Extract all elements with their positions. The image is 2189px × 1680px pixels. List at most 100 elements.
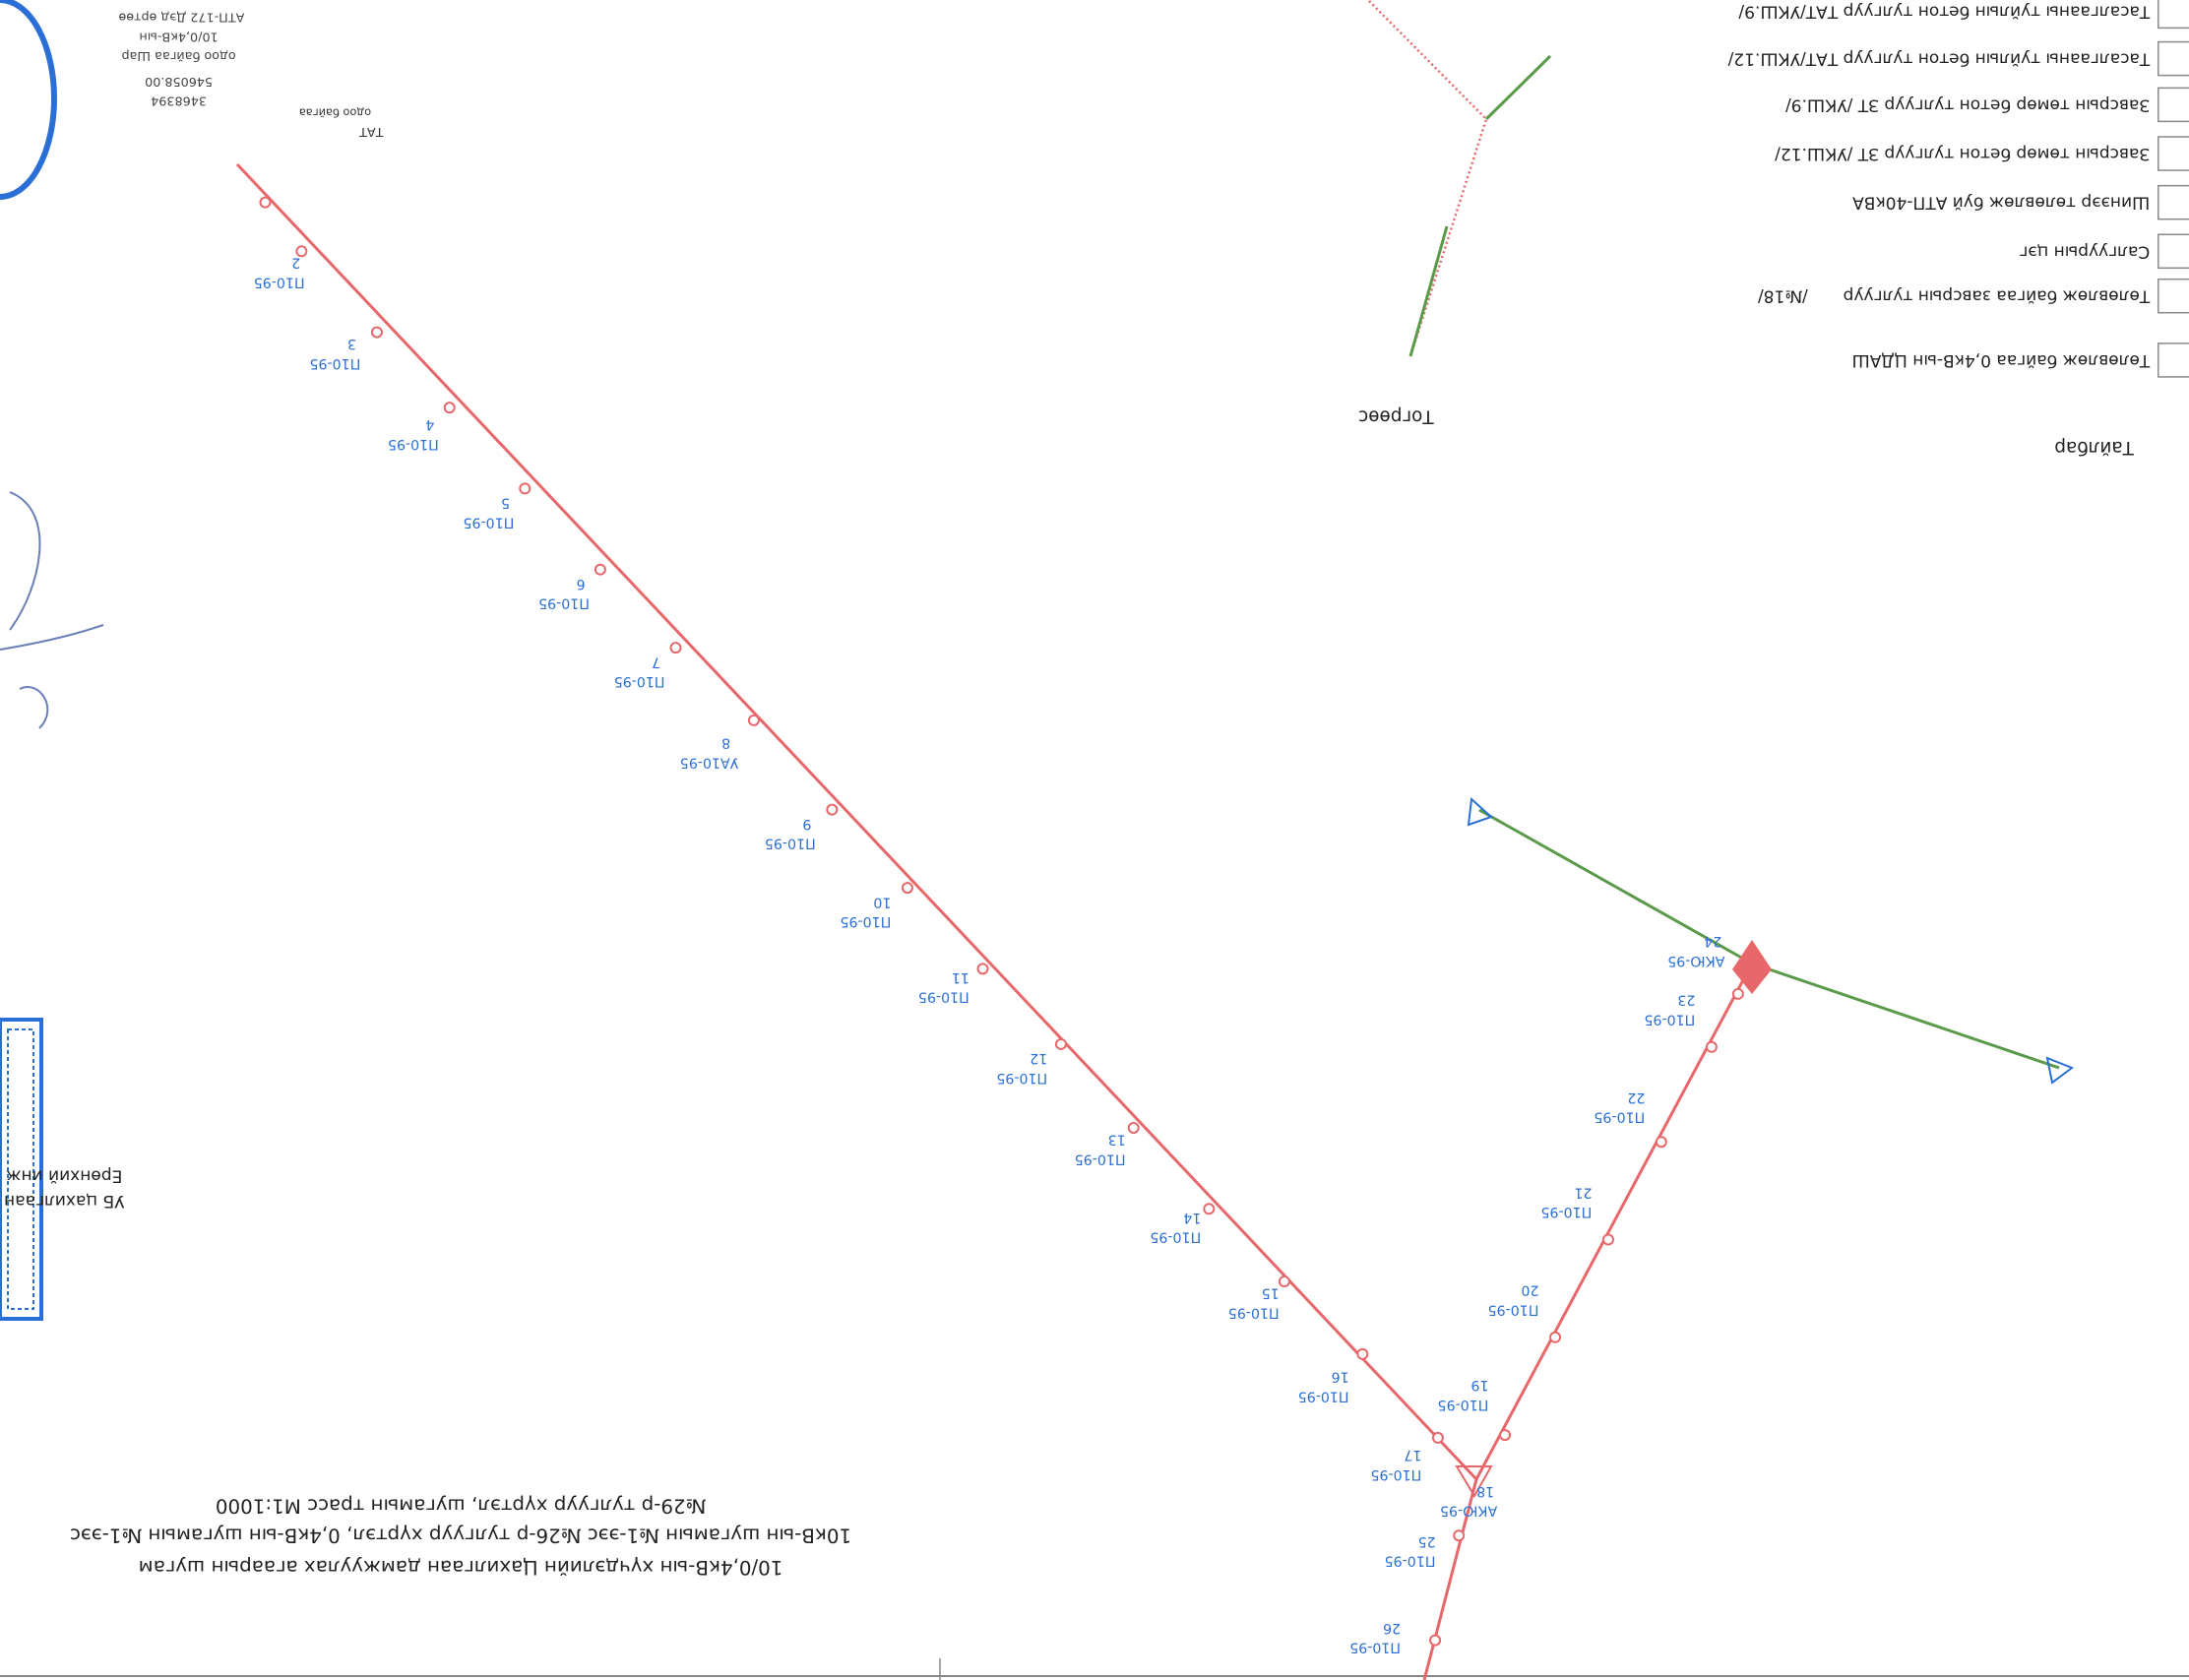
pole-number: 2 [291, 255, 300, 271]
pole [1453, 1529, 1466, 1542]
substation-label: ТАТ [359, 124, 385, 139]
pole-type: П10-95 [1075, 1151, 1126, 1166]
stamp-frame [0, 1018, 43, 1321]
pole [1499, 1429, 1511, 1442]
pole [443, 402, 456, 414]
pole-type: П10-95 [464, 514, 515, 529]
substation-label: одоо байгаа [299, 105, 371, 119]
legend-icon [2158, 0, 2189, 30]
legend-icon [2158, 342, 2189, 378]
legend-item: Завсрын төмөр бетон тулгуур ЗТ /УКШ.12/ [1775, 144, 2150, 163]
legend-icon [2158, 40, 2189, 77]
legend-heading: Тайлбар [2054, 437, 2135, 458]
substation-label: 10/0,4кВ-ын [139, 29, 218, 43]
pole [1054, 1037, 1067, 1050]
pole-type: П10-95 [1540, 1204, 1592, 1219]
substation-label: 546058.00 [145, 74, 213, 89]
pole-type: П10-95 [765, 836, 816, 851]
title-line: 10кВ-ын шугамын №1-ээс №26-р тулгуур хүр… [70, 1524, 851, 1546]
pole-number: 14 [1183, 1210, 1201, 1225]
pole-type: АКЮ-95 [1667, 953, 1724, 968]
pole-number: 25 [1418, 1533, 1436, 1549]
legend-icon [2158, 136, 2189, 171]
legend-item: Төлөвлөж байгаа 0,4кВ-ын ЦДАШ [1851, 350, 2151, 370]
pole-type: УА10-95 [680, 754, 739, 770]
pole-number: 17 [1404, 1447, 1421, 1462]
pole-number: 5 [501, 495, 510, 511]
pole [669, 642, 682, 654]
legend-item: Төлөвлөж байгаа завсрын тулгуур [1844, 286, 2152, 306]
pole-type: П10-95 [538, 595, 590, 611]
pole-number: 8 [721, 735, 730, 751]
pole-number: 9 [802, 816, 811, 832]
pole-number: 18 [1476, 1483, 1494, 1499]
legend-item: Салгуурын цэг [2019, 241, 2150, 261]
title-line: №29-р тулгуур хүртэл, шугамын трасс М1:1… [216, 1495, 706, 1518]
line-10kv [1474, 963, 1754, 1480]
pole-type: П10-95 [996, 1070, 1047, 1086]
pole-type: П10-95 [254, 275, 305, 290]
pole-number: 19 [1470, 1377, 1488, 1393]
pole [1356, 1347, 1369, 1360]
pole-type: П10-95 [918, 989, 969, 1005]
pole [370, 326, 383, 339]
pole [976, 963, 989, 975]
pole-type: П10-95 [840, 913, 891, 929]
pole [1655, 1136, 1667, 1149]
pole [1705, 1040, 1718, 1053]
pole [1431, 1431, 1444, 1444]
pole [1601, 1233, 1614, 1246]
pole-type: П10-95 [309, 355, 360, 371]
signature [0, 491, 104, 729]
pole-number: 26 [1383, 1620, 1401, 1636]
pole-type: П10-95 [1228, 1304, 1280, 1320]
transformer [1732, 940, 1772, 994]
pole-number: 20 [1522, 1282, 1539, 1298]
pole [1549, 1331, 1562, 1343]
legend-note: /№18/ [1758, 286, 1808, 306]
pole-type: П10-95 [614, 673, 665, 689]
pole-symbol [1467, 796, 1493, 827]
pole [826, 803, 839, 816]
stamp-text: УБ цахилгаан [4, 1191, 124, 1211]
legend-icons [2158, 0, 2189, 378]
pole-type: П10-95 [1349, 1640, 1401, 1655]
pole-number: 4 [425, 416, 434, 432]
direction-label: Тогрөөс [1358, 406, 1435, 427]
pole-number: 16 [1332, 1369, 1349, 1385]
pole [1731, 987, 1744, 1000]
legend-icon [2158, 184, 2189, 220]
pole [594, 563, 606, 576]
line-existing [1367, 0, 1488, 357]
pole-number: 12 [1030, 1050, 1047, 1066]
legend-icon [2158, 233, 2189, 270]
pole-symbol [2045, 1056, 2075, 1085]
line-04kv [1484, 54, 1552, 121]
line-04kv [1408, 225, 1449, 357]
pole [901, 882, 913, 895]
pole [1278, 1276, 1290, 1288]
pole-type: П10-95 [1594, 1109, 1645, 1125]
stamp-frame [7, 1028, 34, 1310]
pole [295, 245, 308, 258]
title-line: 10/0,4кВ-ын хүчдэлийн Цахилгаан дамжуула… [139, 1556, 783, 1579]
pole-number: 3 [347, 336, 356, 351]
pole-number: 24 [1704, 933, 1721, 949]
pole [259, 196, 272, 209]
pole [1429, 1634, 1442, 1647]
pole-number: 10 [873, 894, 891, 909]
substation-label: 3468394 [151, 93, 207, 108]
legend-item: Завсрын төмөр бетон тулгуур ЗТ /УКШ.9/ [1785, 94, 2151, 114]
substation-label: одоо байгаа Шар [121, 48, 235, 63]
legend-item: Тасалгааны туйлын бетон тулгуур ТАТ/УКШ.… [1727, 49, 2151, 69]
pole-number: 21 [1574, 1184, 1592, 1200]
pole-number: 11 [952, 969, 969, 985]
pole-type: П10-95 [1385, 1553, 1436, 1569]
pole-type: П10-95 [1438, 1397, 1489, 1412]
pole-type: П10-95 [388, 436, 439, 452]
pole-symbol [1455, 1465, 1493, 1498]
stamp-circle [0, 0, 57, 200]
pole-type: П10-95 [1488, 1301, 1539, 1317]
pole-number: 13 [1108, 1131, 1126, 1147]
